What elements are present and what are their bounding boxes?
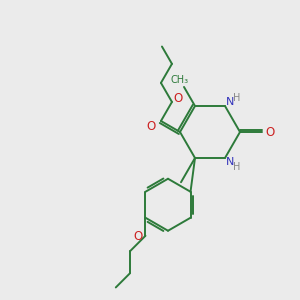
Text: O: O [266,125,274,139]
Text: N: N [226,157,234,167]
Text: H: H [233,162,241,172]
Text: O: O [134,230,143,243]
Text: O: O [146,119,156,133]
Text: N: N [226,97,234,107]
Text: H: H [233,93,241,103]
Text: O: O [173,92,183,105]
Text: CH₃: CH₃ [171,75,189,85]
